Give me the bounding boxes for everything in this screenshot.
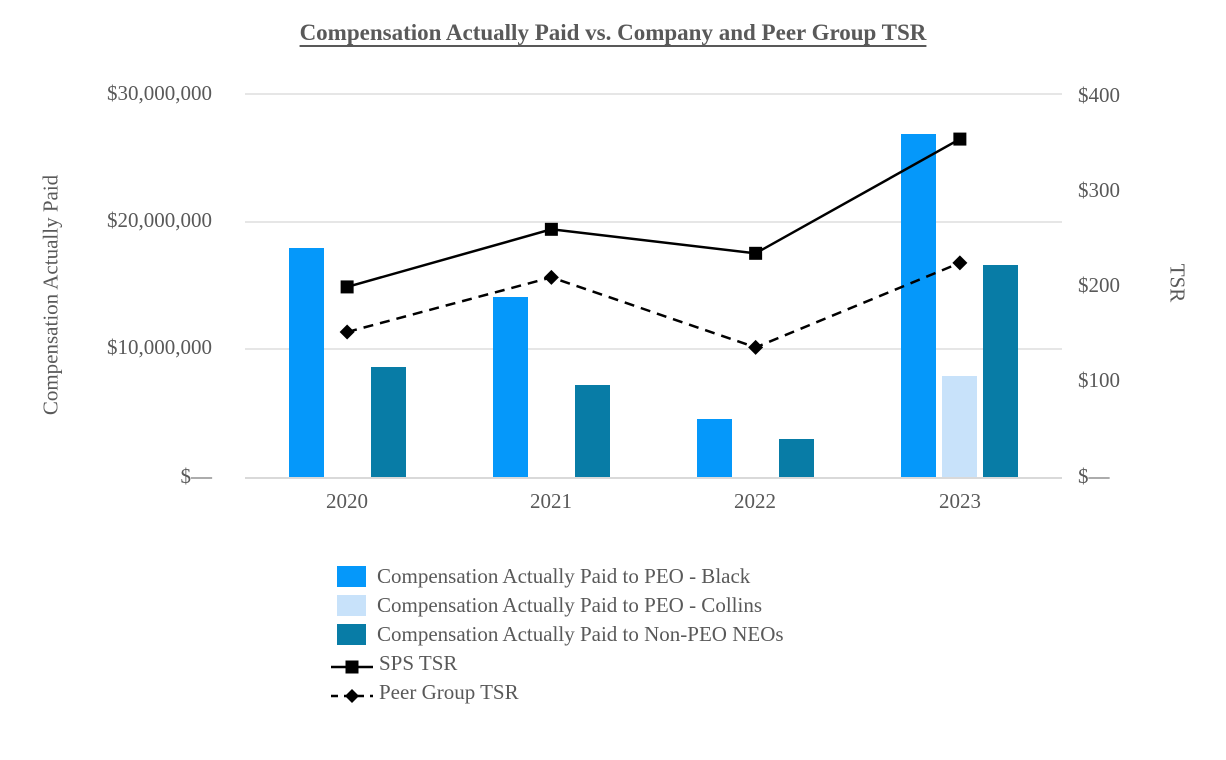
line-0: [346, 137, 961, 289]
gridline-30m: [245, 93, 1062, 95]
x-label-2023: 2023: [939, 489, 981, 513]
bar-series0-2022: [697, 419, 733, 477]
gridline-20m: [245, 221, 1062, 223]
gridline-10m: [245, 348, 1062, 350]
bar-series2-2023: [983, 265, 1019, 477]
legend-label: Compensation Actually Paid to PEO - Blac…: [377, 564, 751, 588]
non-peo-neos-swatch-icon: [337, 624, 366, 645]
legend-label: Compensation Actually Paid to Non-PEO NE…: [377, 622, 784, 646]
legend-label: SPS TSR: [379, 651, 458, 675]
chart-title: Compensation Actually Paid vs. Company a…: [299, 20, 927, 45]
legend-item-sps-tsr: SPS TSR: [331, 649, 784, 678]
right-axis-tick-400: $400: [1078, 83, 1120, 107]
line-1: [346, 261, 961, 349]
left-axis-title: Compensation Actually Paid: [38, 174, 63, 416]
x-label-2021: 2021: [530, 489, 572, 513]
bar-series2-2022: [779, 439, 815, 477]
legend: Compensation Actually Paid to PEO - Blac…: [331, 562, 784, 707]
bar-series0-2020: [288, 248, 324, 477]
solid-line-square-marker-icon: [331, 656, 373, 673]
lines-layer: [339, 132, 968, 355]
bars-layer: [245, 93, 1062, 477]
legend-item-non-peo-neos: Compensation Actually Paid to Non-PEO NE…: [337, 620, 784, 649]
diamond-marker-icon: [952, 255, 968, 271]
left-axis-tick-30m: $30,000,000: [107, 81, 212, 105]
square-marker-icon: [749, 246, 763, 260]
diamond-marker-icon: [339, 324, 355, 340]
legend-item-peo-black: Compensation Actually Paid to PEO - Blac…: [337, 562, 784, 591]
bar-series2-2020: [370, 367, 406, 477]
legend-label: Compensation Actually Paid to PEO - Coll…: [377, 593, 762, 617]
right-axis-tick-100: $100: [1078, 368, 1120, 392]
diamond-marker-icon: [543, 269, 559, 285]
legend-item-peer-group-tsr: Peer Group TSR: [331, 678, 784, 707]
diamond-marker-icon: [748, 339, 764, 355]
peo-black-swatch-icon: [337, 566, 366, 587]
legend-label: Peer Group TSR: [379, 680, 519, 704]
right-axis-tick-300: $300: [1078, 178, 1120, 202]
bar-series2-2021: [574, 385, 610, 477]
bar-series0-2021: [492, 297, 528, 477]
left-axis-tick-10m: $10,000,000: [107, 335, 212, 359]
bar-series0-2023: [901, 134, 937, 477]
legend-item-peo-collins: Compensation Actually Paid to PEO - Coll…: [337, 591, 784, 620]
right-axis-tick-zero: $—: [1078, 464, 1110, 488]
plot-area: [245, 93, 1062, 479]
bar-series1-2023: [942, 376, 978, 477]
right-axis-tick-200: $200: [1078, 273, 1120, 297]
dashed-line-diamond-marker-icon: [331, 685, 373, 703]
square-marker-icon: [340, 280, 354, 294]
peo-collins-swatch-icon: [337, 595, 366, 616]
x-label-2020: 2020: [326, 489, 368, 513]
left-axis-tick-zero: $—: [180, 464, 213, 488]
square-marker-icon: [544, 222, 558, 236]
square-marker-icon: [953, 132, 967, 146]
right-axis-title: TSR: [1165, 263, 1190, 303]
x-label-2022: 2022: [734, 489, 776, 513]
left-axis-tick-20m: $20,000,000: [107, 208, 212, 232]
